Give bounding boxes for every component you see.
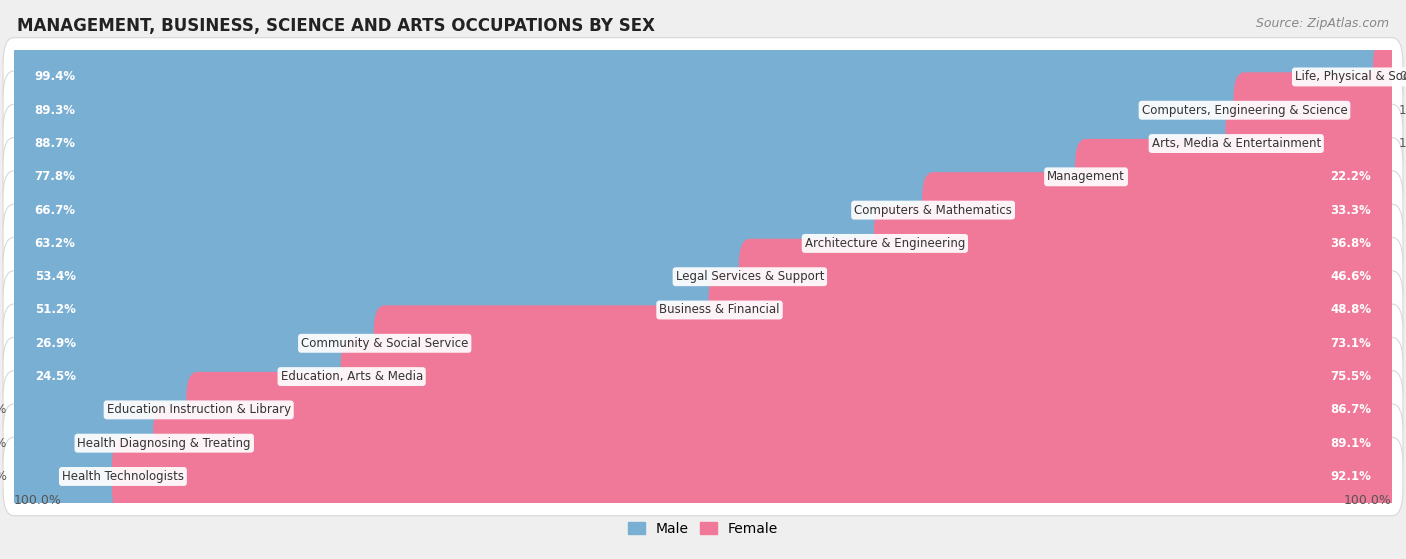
Text: 36.8%: 36.8% [1330, 237, 1371, 250]
Text: Life, Physical & Social Science: Life, Physical & Social Science [1295, 70, 1406, 83]
Text: 51.2%: 51.2% [35, 304, 76, 316]
FancyBboxPatch shape [3, 139, 1097, 215]
Text: Community & Social Service: Community & Social Service [301, 337, 468, 350]
Text: Legal Services & Support: Legal Services & Support [676, 270, 824, 283]
FancyBboxPatch shape [3, 206, 896, 281]
FancyBboxPatch shape [153, 405, 1403, 481]
Text: 66.7%: 66.7% [35, 203, 76, 217]
FancyBboxPatch shape [3, 104, 1403, 183]
Text: 77.8%: 77.8% [35, 170, 76, 183]
FancyBboxPatch shape [738, 239, 1403, 315]
Text: 24.5%: 24.5% [35, 370, 76, 383]
Text: 75.5%: 75.5% [1330, 370, 1371, 383]
FancyBboxPatch shape [3, 171, 1403, 249]
Text: Computers, Engineering & Science: Computers, Engineering & Science [1142, 104, 1347, 117]
FancyBboxPatch shape [1374, 39, 1403, 115]
Text: 89.3%: 89.3% [35, 104, 76, 117]
FancyBboxPatch shape [3, 339, 363, 415]
Text: 26.9%: 26.9% [35, 337, 76, 350]
FancyBboxPatch shape [709, 272, 1403, 348]
FancyBboxPatch shape [3, 72, 1256, 148]
Text: Health Technologists: Health Technologists [62, 470, 184, 483]
FancyBboxPatch shape [3, 204, 1403, 283]
Text: 10.9%: 10.9% [0, 437, 7, 449]
FancyBboxPatch shape [1225, 106, 1403, 182]
FancyBboxPatch shape [340, 339, 1403, 415]
Text: 46.6%: 46.6% [1330, 270, 1371, 283]
Text: 99.4%: 99.4% [35, 70, 76, 83]
Text: 7.9%: 7.9% [0, 470, 7, 483]
FancyBboxPatch shape [3, 39, 1395, 115]
FancyBboxPatch shape [1076, 139, 1403, 215]
FancyBboxPatch shape [374, 305, 1403, 381]
Text: 33.3%: 33.3% [1330, 203, 1371, 217]
FancyBboxPatch shape [1233, 72, 1403, 148]
FancyBboxPatch shape [3, 238, 1403, 316]
FancyBboxPatch shape [3, 372, 209, 448]
Text: Education, Arts & Media: Education, Arts & Media [281, 370, 423, 383]
Text: 100.0%: 100.0% [1344, 494, 1392, 507]
FancyBboxPatch shape [3, 371, 1403, 449]
Text: 11.3%: 11.3% [1399, 137, 1406, 150]
FancyBboxPatch shape [3, 138, 1403, 216]
FancyBboxPatch shape [3, 271, 1403, 349]
Text: 13.4%: 13.4% [0, 404, 7, 416]
FancyBboxPatch shape [3, 304, 1403, 382]
FancyBboxPatch shape [3, 405, 176, 481]
Text: 92.1%: 92.1% [1330, 470, 1371, 483]
Text: 86.7%: 86.7% [1330, 404, 1371, 416]
FancyBboxPatch shape [3, 71, 1403, 149]
FancyBboxPatch shape [3, 37, 1403, 116]
Text: 89.1%: 89.1% [1330, 437, 1371, 449]
Text: Architecture & Engineering: Architecture & Engineering [804, 237, 965, 250]
FancyBboxPatch shape [3, 437, 1403, 516]
Text: 88.7%: 88.7% [35, 137, 76, 150]
Legend: Male, Female: Male, Female [623, 517, 783, 542]
FancyBboxPatch shape [875, 206, 1403, 281]
FancyBboxPatch shape [3, 404, 1403, 482]
Text: Computers & Mathematics: Computers & Mathematics [855, 203, 1012, 217]
FancyBboxPatch shape [3, 305, 395, 381]
Text: 100.0%: 100.0% [14, 494, 62, 507]
Text: Health Diagnosing & Treating: Health Diagnosing & Treating [77, 437, 252, 449]
Text: Education Instruction & Library: Education Instruction & Library [107, 404, 291, 416]
Text: 48.8%: 48.8% [1330, 304, 1371, 316]
FancyBboxPatch shape [3, 272, 731, 348]
Text: MANAGEMENT, BUSINESS, SCIENCE AND ARTS OCCUPATIONS BY SEX: MANAGEMENT, BUSINESS, SCIENCE AND ARTS O… [17, 17, 655, 35]
FancyBboxPatch shape [3, 239, 761, 315]
Text: 73.1%: 73.1% [1330, 337, 1371, 350]
Text: 0.57%: 0.57% [1399, 70, 1406, 83]
FancyBboxPatch shape [3, 106, 1247, 182]
FancyBboxPatch shape [3, 337, 1403, 416]
FancyBboxPatch shape [922, 172, 1403, 248]
Text: Business & Financial: Business & Financial [659, 304, 780, 316]
Text: Arts, Media & Entertainment: Arts, Media & Entertainment [1152, 137, 1320, 150]
Text: 53.4%: 53.4% [35, 270, 76, 283]
FancyBboxPatch shape [3, 172, 945, 248]
Text: 22.2%: 22.2% [1330, 170, 1371, 183]
FancyBboxPatch shape [3, 438, 134, 514]
FancyBboxPatch shape [112, 438, 1403, 514]
FancyBboxPatch shape [186, 372, 1403, 448]
Text: 63.2%: 63.2% [35, 237, 76, 250]
Text: Source: ZipAtlas.com: Source: ZipAtlas.com [1256, 17, 1389, 30]
Text: Management: Management [1047, 170, 1125, 183]
Text: 10.7%: 10.7% [1399, 104, 1406, 117]
